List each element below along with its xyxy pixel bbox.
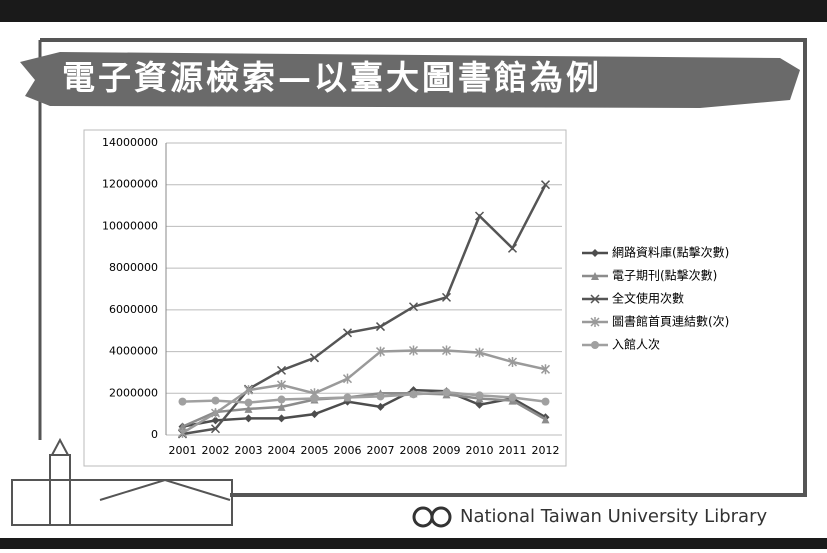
y-tick-label: 4000000 (109, 345, 158, 358)
y-tick-label: 0 (151, 428, 158, 441)
x-tick-label: 2008 (400, 444, 428, 457)
legend-label: 入館人次 (612, 337, 660, 352)
marker (211, 396, 220, 405)
marker (441, 292, 452, 302)
marker (540, 180, 551, 190)
marker (244, 414, 253, 423)
ntu-logo (412, 506, 452, 528)
legend-label: 電子期刊(點擊次數) (612, 268, 717, 283)
marker (408, 345, 419, 356)
marker (276, 365, 287, 375)
marker (375, 322, 386, 332)
marker (474, 347, 485, 358)
marker (442, 388, 451, 397)
marker (244, 404, 253, 413)
series-line (182, 390, 546, 404)
marker (408, 302, 419, 312)
bottom-bar (0, 538, 827, 549)
marker (541, 397, 550, 406)
marker (376, 392, 385, 401)
building-icon (11, 437, 233, 526)
x-tick-label: 2010 (466, 444, 494, 457)
marker (475, 391, 484, 400)
marker (210, 424, 221, 434)
x-tick-label: 2006 (334, 444, 362, 457)
legend-label: 圖書館首頁連結數(次) (612, 314, 729, 329)
legend-marker (591, 341, 599, 349)
x-tick-label: 2005 (301, 444, 329, 457)
x-tick-label: 2007 (367, 444, 395, 457)
y-tick-label: 14000000 (102, 136, 158, 149)
legend-marker (590, 294, 600, 304)
top-bar (0, 0, 827, 22)
marker (178, 397, 187, 406)
footer: National Taiwan University Library (460, 506, 767, 527)
marker (277, 395, 286, 404)
x-tick-label: 2002 (202, 444, 230, 457)
marker (375, 346, 386, 357)
y-tick-label: 2000000 (109, 386, 158, 399)
x-tick-label: 2003 (235, 444, 263, 457)
y-tick-label: 12000000 (102, 178, 158, 191)
legend-label: 全文使用次數 (612, 291, 684, 306)
marker (409, 390, 418, 399)
x-tick-label: 2001 (169, 444, 197, 457)
y-tick-label: 6000000 (109, 303, 158, 316)
marker (507, 243, 518, 253)
series-line (182, 388, 547, 428)
x-tick-label: 2009 (433, 444, 461, 457)
marker (540, 364, 551, 375)
marker (508, 393, 517, 402)
marker (277, 402, 286, 411)
x-tick-label: 2012 (532, 444, 560, 457)
marker (376, 402, 385, 411)
marker (342, 328, 353, 338)
series-line (182, 184, 547, 436)
title-banner (20, 52, 800, 108)
slide-title: 電子資源檢索—以臺大圖書館為例 (62, 58, 602, 97)
marker (243, 385, 254, 396)
legend-label: 網路資料庫(點擊次數) (612, 245, 729, 260)
legend-marker (590, 317, 600, 327)
marker (211, 416, 220, 425)
marker (475, 400, 484, 409)
marker (343, 393, 352, 402)
series-line (181, 392, 547, 428)
x-tick-label: 2011 (499, 444, 527, 457)
marker (178, 422, 187, 431)
marker (210, 408, 221, 419)
y-tick-label: 10000000 (102, 219, 158, 232)
marker (309, 353, 320, 363)
marker (541, 415, 550, 424)
marker (244, 398, 253, 407)
marker (507, 357, 518, 367)
marker (276, 379, 287, 390)
marker (441, 345, 452, 356)
legend-marker (591, 272, 599, 280)
marker (310, 394, 319, 403)
legend-marker (591, 249, 599, 257)
marker (342, 373, 353, 384)
y-tick-label: 8000000 (109, 261, 158, 274)
frame (40, 38, 807, 497)
marker (474, 211, 485, 221)
series-line (181, 349, 546, 434)
marker (277, 414, 286, 423)
x-tick-label: 2004 (268, 444, 296, 457)
marker (177, 427, 188, 438)
marker (310, 410, 319, 419)
